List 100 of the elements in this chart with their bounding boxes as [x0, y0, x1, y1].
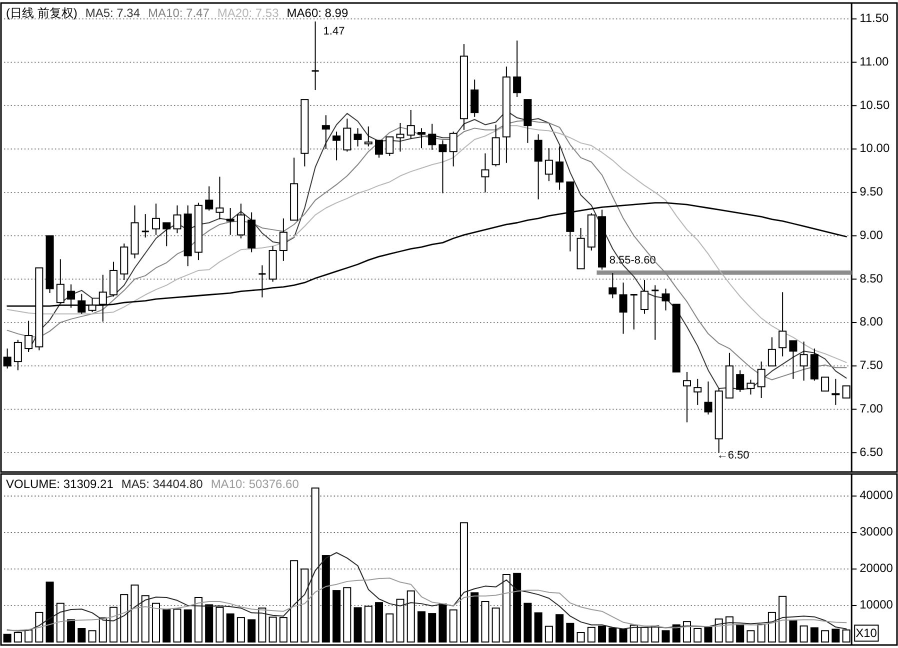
candlestick — [544, 148, 553, 182]
bar — [152, 602, 160, 642]
y-tick-label: 11.00 — [860, 54, 890, 68]
candlestick — [428, 123, 436, 150]
candlestick — [672, 304, 680, 372]
bar — [332, 590, 341, 642]
bar — [300, 568, 309, 642]
candlestick — [332, 131, 341, 161]
bar — [311, 488, 320, 642]
bar — [375, 602, 384, 642]
bar — [226, 613, 234, 642]
bar — [67, 619, 76, 642]
bar — [141, 595, 150, 642]
annotation: 1.47 — [323, 25, 345, 38]
candlestick — [300, 99, 309, 167]
candlestick — [768, 336, 776, 366]
candlestick — [513, 40, 522, 98]
annotation: ←6.50 — [716, 450, 750, 462]
bar — [481, 601, 490, 642]
candlestick — [619, 282, 628, 334]
bar — [460, 522, 468, 642]
bar — [810, 627, 818, 642]
bar — [704, 626, 712, 642]
bar — [470, 592, 479, 642]
y-tick-label: 6.50 — [860, 444, 884, 459]
text: X10 — [856, 626, 878, 640]
bar — [258, 608, 266, 642]
bar — [98, 617, 107, 642]
y-tick-label: 9.00 — [860, 228, 884, 242]
bar — [630, 624, 638, 642]
candlestick — [630, 294, 638, 330]
bar — [662, 630, 670, 642]
candlestick — [460, 44, 468, 130]
bar — [832, 628, 840, 642]
bar — [598, 626, 606, 642]
text: VOLUME: 31309.21 — [6, 477, 114, 492]
bar — [746, 630, 755, 642]
bar — [216, 606, 224, 642]
candlestick — [141, 214, 150, 238]
bar — [322, 555, 330, 642]
text: MA60: 8.99 — [286, 6, 348, 20]
candlestick — [184, 204, 192, 267]
y-tick-label: 10.00 — [860, 141, 890, 156]
bar — [778, 596, 787, 642]
y-tick-label: 9.50 — [860, 184, 884, 199]
candlestick — [757, 361, 766, 398]
bar — [14, 632, 22, 642]
y-tick-label: 10.50 — [860, 98, 890, 112]
bar — [502, 574, 510, 642]
bar — [768, 612, 776, 642]
bar — [120, 594, 128, 642]
bar — [757, 624, 766, 642]
bar — [396, 598, 404, 642]
bar — [88, 630, 96, 642]
bar — [800, 625, 808, 642]
y-tick-label: 7.50 — [860, 358, 884, 372]
text: MA5: 7.34 — [85, 6, 140, 20]
bar — [513, 572, 522, 642]
text: MA20: 7.53 — [217, 6, 280, 20]
candlestick — [417, 128, 426, 149]
y-tick-label: 7.00 — [860, 401, 884, 416]
y-tick-label: 10000 — [860, 598, 894, 612]
bar — [343, 587, 352, 642]
candlestick — [576, 227, 585, 270]
candlestick — [832, 378, 840, 406]
bar — [194, 596, 202, 642]
candlestick — [152, 203, 160, 236]
bar — [619, 628, 628, 642]
candlestick — [556, 146, 564, 190]
y-tick-label: 20000 — [860, 561, 894, 576]
text: MA10: 50376.60 — [210, 477, 300, 492]
bar — [534, 612, 542, 642]
candlestick — [789, 340, 798, 380]
bar — [544, 626, 553, 642]
text: MA5: 34404.80 — [121, 477, 204, 492]
candlestick — [290, 157, 298, 221]
bar — [56, 602, 64, 642]
bar — [46, 582, 54, 642]
bar — [608, 628, 617, 642]
bar — [78, 628, 86, 642]
y-tick-label: 8.00 — [860, 314, 884, 329]
candlestick — [130, 204, 139, 259]
candlestick — [821, 376, 830, 392]
bar — [110, 606, 118, 642]
candlestick — [502, 66, 510, 164]
bar — [417, 611, 426, 642]
bar — [354, 607, 362, 642]
y-tick-label: 8.50 — [860, 271, 884, 286]
bar — [566, 622, 574, 642]
bar — [492, 608, 500, 642]
candlestick — [470, 79, 479, 118]
bar — [576, 632, 585, 642]
y-tick-label: 30000 — [860, 524, 894, 539]
candlestick — [694, 378, 702, 406]
bar — [386, 613, 394, 642]
bar — [438, 604, 447, 642]
candlestick — [279, 218, 288, 262]
candlestick — [354, 128, 362, 147]
candlestick — [800, 341, 808, 382]
bar — [173, 608, 182, 642]
